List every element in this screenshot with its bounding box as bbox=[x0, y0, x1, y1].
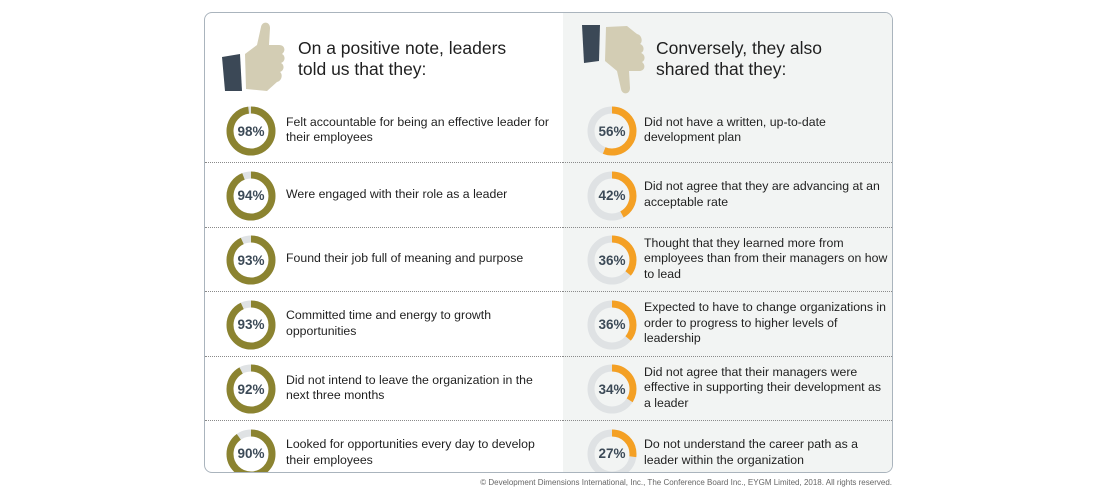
positive-donut: 93% bbox=[226, 300, 276, 350]
percent-label: 93% bbox=[237, 317, 265, 332]
negative-donut-svg bbox=[587, 106, 637, 156]
donut-value-arc bbox=[587, 300, 637, 349]
statement-text: Did not agree that their managers were e… bbox=[644, 364, 881, 410]
positive-donut: 92% bbox=[226, 364, 276, 414]
positive-donut-svg bbox=[226, 171, 276, 220]
positive-stat-row: 90% Looked for opportunities every day to… bbox=[205, 421, 563, 472]
negative-donut-svg bbox=[587, 300, 637, 349]
thumbs-down-icon bbox=[579, 23, 647, 100]
negative-title-line2: shared that they: bbox=[656, 59, 787, 79]
statement-text: Found their job full of meaning and purp… bbox=[286, 251, 524, 266]
percent-label: 93% bbox=[237, 252, 265, 268]
statement-text: Thought that they learned more from empl… bbox=[644, 235, 888, 281]
negative-donut: 34% bbox=[587, 364, 637, 414]
donut-value-arc bbox=[587, 235, 637, 285]
negative-stat-row: 56% Did not have a written, up-to-date de… bbox=[563, 98, 892, 163]
positive-title: On a positive note, leaders told us that… bbox=[298, 38, 553, 80]
negative-title-line1: Conversely, they also bbox=[656, 38, 823, 58]
statement-text: Were engaged with their role as a leader bbox=[286, 186, 508, 201]
donut-value-arc bbox=[587, 429, 637, 472]
positive-donut: 94% bbox=[226, 171, 276, 221]
negative-donut-svg bbox=[587, 171, 637, 220]
negative-column: Conversely, they also shared that they: … bbox=[563, 13, 892, 472]
negative-donut-svg bbox=[587, 235, 637, 285]
negative-header: Conversely, they also shared that they: bbox=[563, 13, 892, 100]
donut-value-arc bbox=[587, 171, 637, 220]
negative-stat-row: 36% Thought that they learned more from e… bbox=[563, 227, 892, 292]
positive-stat-row: 98% Felt accountable for being an effecti… bbox=[205, 98, 563, 163]
percent-label: 98% bbox=[237, 123, 265, 139]
statement-text: Felt accountable for being an effective … bbox=[286, 114, 549, 145]
statement-text: Did not intend to leave the organization… bbox=[286, 372, 533, 403]
negative-donut: 36% bbox=[587, 235, 637, 285]
thumbs-up-icon bbox=[219, 21, 287, 98]
negative-title: Conversely, they also shared that they: bbox=[656, 38, 886, 80]
statement-text: Did not agree that they are advancing at… bbox=[644, 179, 880, 209]
statement-text: Did not have a written, up-to-date devel… bbox=[644, 114, 826, 145]
negative-donut: 56% bbox=[587, 106, 637, 156]
statement-text: Looked for opportunities every day to de… bbox=[286, 437, 535, 467]
positive-donut: 98% bbox=[226, 106, 276, 156]
negative-donut-svg bbox=[587, 429, 637, 472]
positive-header: On a positive note, leaders told us that… bbox=[205, 13, 563, 98]
positive-title-line2: told us that they: bbox=[298, 59, 427, 79]
negative-stat-row: 27% Do not understand the career path as … bbox=[563, 421, 892, 472]
statement-text: Expected to have to change organizations… bbox=[644, 300, 887, 346]
positive-stat-row: 94% Were engaged with their role as a lea… bbox=[205, 163, 563, 228]
donut-value-arc bbox=[226, 106, 276, 156]
positive-donut: 93% bbox=[226, 235, 276, 285]
donut-value-arc bbox=[226, 235, 276, 285]
statement-text: Committed time and energy to growth oppo… bbox=[286, 308, 492, 338]
percent-label: 34% bbox=[598, 381, 626, 397]
negative-stat-row: 36% Expected to have to change organizati… bbox=[563, 292, 892, 357]
positive-donut-svg bbox=[226, 364, 276, 414]
positive-stat-row: 93% Committed time and energy to growth o… bbox=[205, 292, 563, 357]
percent-label: 56% bbox=[598, 123, 626, 139]
negative-donut: 42% bbox=[587, 171, 637, 221]
positive-donut-svg bbox=[226, 429, 276, 472]
positive-column: On a positive note, leaders told us that… bbox=[205, 13, 563, 472]
negative-donut: 27% bbox=[587, 429, 637, 472]
percent-label: 42% bbox=[598, 188, 626, 203]
positive-donut-svg bbox=[226, 106, 276, 156]
positive-title-line1: On a positive note, leaders bbox=[298, 38, 507, 58]
positive-donut: 90% bbox=[226, 429, 276, 472]
percent-label: 92% bbox=[237, 381, 265, 397]
donut-value-arc bbox=[587, 364, 637, 414]
percent-label: 36% bbox=[598, 317, 626, 332]
statement-text: Do not understand the career path as a l… bbox=[644, 437, 858, 467]
infographic-card: On a positive note, leaders told us that… bbox=[204, 12, 893, 473]
percent-label: 36% bbox=[598, 252, 626, 268]
negative-donut-svg bbox=[587, 364, 637, 414]
positive-stat-row: 93% Found their job full of meaning and p… bbox=[205, 227, 563, 292]
percent-label: 90% bbox=[237, 446, 265, 461]
donut-value-arc bbox=[226, 429, 276, 472]
positive-donut-svg bbox=[226, 300, 276, 349]
negative-donut: 36% bbox=[587, 300, 637, 350]
positive-stat-row: 92% Did not intend to leave the organizat… bbox=[205, 356, 563, 421]
donut-value-arc bbox=[226, 364, 276, 414]
percent-label: 94% bbox=[237, 188, 265, 203]
donut-value-arc bbox=[587, 106, 637, 156]
percent-label: 27% bbox=[598, 446, 626, 461]
negative-stat-row: 42% Did not agree that they are advancing… bbox=[563, 163, 892, 228]
donut-value-arc bbox=[226, 300, 276, 349]
donut-value-arc bbox=[226, 171, 276, 220]
copyright-footer: © Development Dimensions International, … bbox=[480, 478, 892, 487]
negative-stat-row: 34% Did not agree that their managers wer… bbox=[563, 356, 892, 421]
positive-donut-svg bbox=[226, 235, 276, 285]
